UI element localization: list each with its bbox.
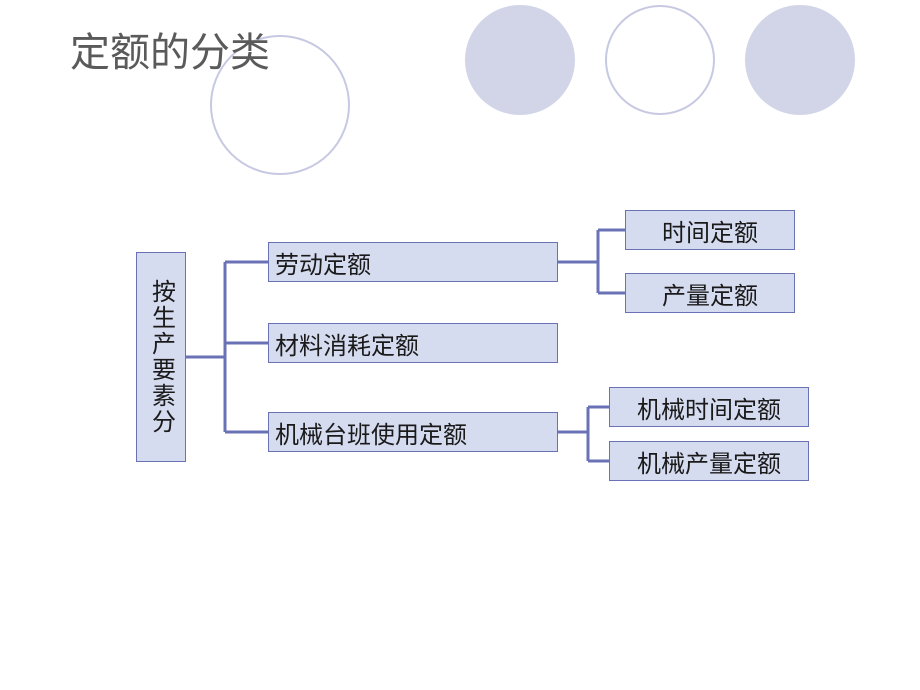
decor-circle-1: [465, 5, 575, 115]
leaf-node-output: 产量定额: [625, 273, 795, 313]
mid-node-labor: 劳动定额: [268, 242, 558, 282]
mid-node-label: 机械台班使用定额: [275, 415, 467, 450]
mid-node-label: 材料消耗定额: [275, 326, 419, 361]
leaf-node-label: 机械时间定额: [637, 390, 781, 425]
page-title: 定额的分类: [70, 20, 270, 78]
mid-node-machine: 机械台班使用定额: [268, 412, 558, 452]
leaf-node-moutput: 机械产量定额: [609, 441, 809, 481]
root-node-label: 按生产要素分: [144, 279, 179, 435]
decor-circle-3: [745, 5, 855, 115]
decor-circle-2: [605, 5, 715, 115]
leaf-node-time: 时间定额: [625, 210, 795, 250]
leaf-node-label: 时间定额: [662, 213, 758, 248]
root-node: 按生产要素分: [136, 252, 186, 462]
leaf-node-label: 机械产量定额: [637, 444, 781, 479]
mid-node-material: 材料消耗定额: [268, 323, 558, 363]
mid-node-label: 劳动定额: [275, 245, 371, 280]
leaf-node-label: 产量定额: [662, 276, 758, 311]
leaf-node-mtime: 机械时间定额: [609, 387, 809, 427]
